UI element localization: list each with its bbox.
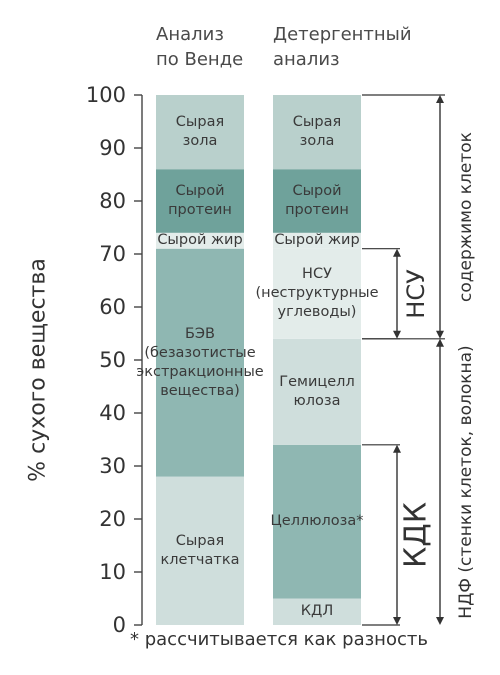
bar-segment	[156, 232, 244, 249]
bracket	[362, 444, 401, 626]
y-tick-label: 50	[99, 348, 126, 372]
segment-label: Сырая зола	[292, 114, 342, 150]
y-tick-label: 30	[99, 454, 126, 478]
y-tick-label: 40	[99, 401, 126, 425]
bar-segment	[273, 169, 361, 233]
segment-label: Целлюлоза*	[270, 513, 364, 530]
bar-segment	[156, 169, 244, 233]
segment-label: Сырой протеин	[285, 182, 349, 218]
column-title-line: Анализ	[156, 24, 224, 45]
segment-label: Гемицелл юлоза	[279, 373, 355, 409]
bracket-label: КДК	[398, 501, 434, 568]
column-title-line: анализ	[273, 49, 340, 70]
bar-segment	[156, 476, 244, 625]
bar-segment	[156, 95, 244, 170]
y-tick-label: 10	[99, 560, 126, 584]
bar-segment	[273, 598, 361, 625]
bar-segment	[156, 248, 244, 477]
segment-label: Сырой жир	[157, 232, 243, 249]
side-label: НДФ (стенки клеток, волокна)	[456, 345, 476, 619]
segment-label: НСУ (неструктурные углеводы)	[255, 266, 379, 321]
segment-label: Сырая зола	[175, 114, 225, 150]
column-title-line: Детергентный	[273, 24, 412, 45]
bar-segment	[273, 338, 361, 445]
segment-label: КДЛ	[300, 603, 334, 620]
y-axis-label: % сухого вещества	[25, 258, 51, 482]
segment-label: Сырой протеин	[168, 182, 232, 218]
y-tick-label: 60	[99, 295, 126, 319]
y-tick-label: 80	[99, 189, 126, 213]
bar-segment	[273, 95, 361, 170]
chart-footnote: * рассчитывается как разность	[130, 629, 428, 650]
y-tick-label: 20	[99, 507, 126, 531]
column-title: Анализ по Венде	[156, 22, 243, 72]
bar-segment	[273, 444, 361, 599]
column-title: Детергентный анализ	[273, 22, 412, 72]
bar-segment	[273, 248, 361, 339]
y-tick-label: 0	[112, 613, 126, 637]
side-bracket	[362, 94, 445, 339]
column-title-line: по Венде	[156, 49, 244, 70]
side-bracket	[362, 338, 445, 625]
y-tick-label: 90	[99, 136, 126, 160]
bracket-label: НСУ	[402, 269, 430, 319]
bar-segment	[273, 232, 361, 249]
y-tick-label: 70	[99, 242, 126, 266]
side-label: содержимо клеток	[456, 131, 476, 302]
segment-label: Сырая клетчатка	[160, 532, 240, 568]
segment-label: БЭВ (безазотистые экстракционные веществ…	[136, 325, 264, 399]
segment-label: Сырой жир	[274, 232, 360, 249]
y-tick-label: 100	[85, 83, 126, 107]
